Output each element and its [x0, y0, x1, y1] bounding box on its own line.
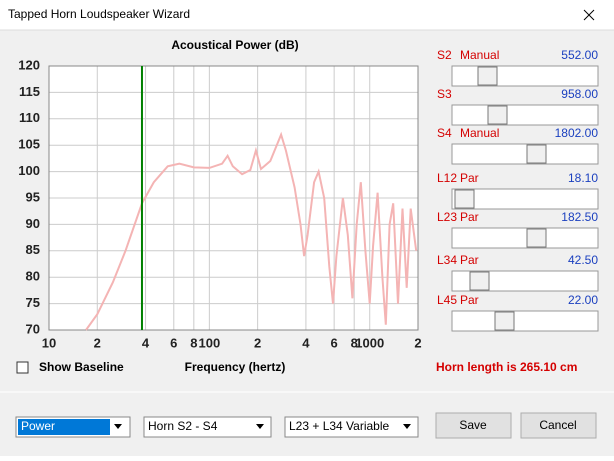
horn-length: Horn length is 265.10 cm [436, 360, 577, 374]
slider-track[interactable] [451, 143, 599, 165]
x-tick-label: 8 [351, 335, 358, 350]
y-tick-label: 85 [26, 242, 40, 257]
button[interactable] [435, 412, 512, 439]
y-tick-label: 110 [19, 110, 40, 125]
slider-thumb[interactable] [487, 105, 508, 125]
slider-thumb[interactable] [469, 271, 490, 291]
x-tick-label: 2 [414, 335, 421, 350]
slider-mode: Par [460, 210, 479, 224]
x-tick-label: 4 [142, 335, 150, 350]
slider-value: 182.50 [561, 210, 598, 224]
chart-title: Acoustical Power (dB) [171, 38, 298, 52]
x-tick-label: 6 [331, 335, 338, 350]
dropdown[interactable] [143, 416, 272, 438]
x-tick-label: 8 [190, 335, 197, 350]
slider-label: S4 [437, 126, 452, 140]
x-axis-label: Frequency (hertz) [185, 360, 286, 374]
dropdown[interactable] [284, 416, 419, 438]
slider-mode: Par [460, 171, 479, 185]
slider-label: S2 [437, 48, 452, 62]
button-label[interactable]: Save [459, 418, 487, 432]
y-tick-label: 120 [18, 57, 40, 72]
slider-value: 552.00 [561, 48, 598, 62]
slider-mode: Manual [460, 126, 499, 140]
x-tick-label: 2 [254, 335, 261, 350]
dropdown-text: Horn S2 - S4 [148, 419, 218, 433]
plot-border [48, 65, 419, 331]
slider-value: 1802.00 [555, 126, 599, 140]
close-button[interactable] [583, 9, 595, 21]
dropdown-text: Power [21, 419, 55, 433]
slider-thumb[interactable] [526, 228, 547, 248]
slider-value: 42.50 [568, 253, 598, 267]
checkbox[interactable] [16, 361, 29, 374]
y-tick-label: 70 [26, 321, 40, 336]
selection [18, 419, 110, 435]
slider-track[interactable] [451, 104, 599, 126]
x-tick-label: 1000 [355, 335, 384, 350]
y-tick-label: 80 [26, 269, 40, 284]
slider-label: S3 [437, 87, 452, 101]
slider-value: 22.00 [568, 293, 598, 307]
slider-thumb[interactable] [454, 189, 475, 209]
x-tick-label: 100 [199, 335, 221, 350]
y-tick-label: 115 [19, 84, 40, 99]
data-line [85, 131, 418, 331]
slider-mode: Manual [460, 48, 499, 62]
title-bar [0, 0, 614, 30]
checkbox-label[interactable]: Show Baseline [39, 360, 124, 374]
y-tick-label: 100 [18, 163, 40, 178]
slider-track[interactable] [451, 227, 599, 249]
slider-mode: Par [460, 293, 479, 307]
slider-track[interactable] [451, 188, 599, 210]
y-tick-label: 90 [26, 216, 40, 231]
button[interactable] [520, 412, 597, 439]
slider-value: 958.00 [561, 87, 598, 101]
dropdown-arrows [114, 424, 411, 429]
y-tick-label: 105 [18, 137, 40, 152]
slider-track[interactable] [451, 65, 599, 87]
slider-thumb[interactable] [494, 311, 515, 331]
y-tick-label: 95 [26, 189, 40, 204]
slider-mode: Par [460, 253, 479, 267]
slider-value: 18.10 [568, 171, 598, 185]
dropdown-text: L23 + L34 Variable [289, 419, 390, 433]
y-tick-label: 75 [26, 295, 40, 310]
x-tick-label: 10 [42, 335, 56, 350]
x-tick-label: 6 [170, 335, 177, 350]
slider-label: L23 [437, 210, 457, 224]
slider-track[interactable] [451, 310, 599, 332]
button-label[interactable]: Cancel [539, 418, 576, 432]
slider-thumb[interactable] [477, 66, 498, 86]
slider-label: L45 [437, 293, 457, 307]
slider-thumb[interactable] [526, 144, 547, 164]
slider-label: L12 [437, 171, 457, 185]
window-title: Tapped Horn Loudspeaker Wizard [8, 7, 190, 21]
x-tick-label: 2 [94, 335, 101, 350]
x-tick-label: 4 [302, 335, 310, 350]
slider-label: L34 [437, 253, 457, 267]
